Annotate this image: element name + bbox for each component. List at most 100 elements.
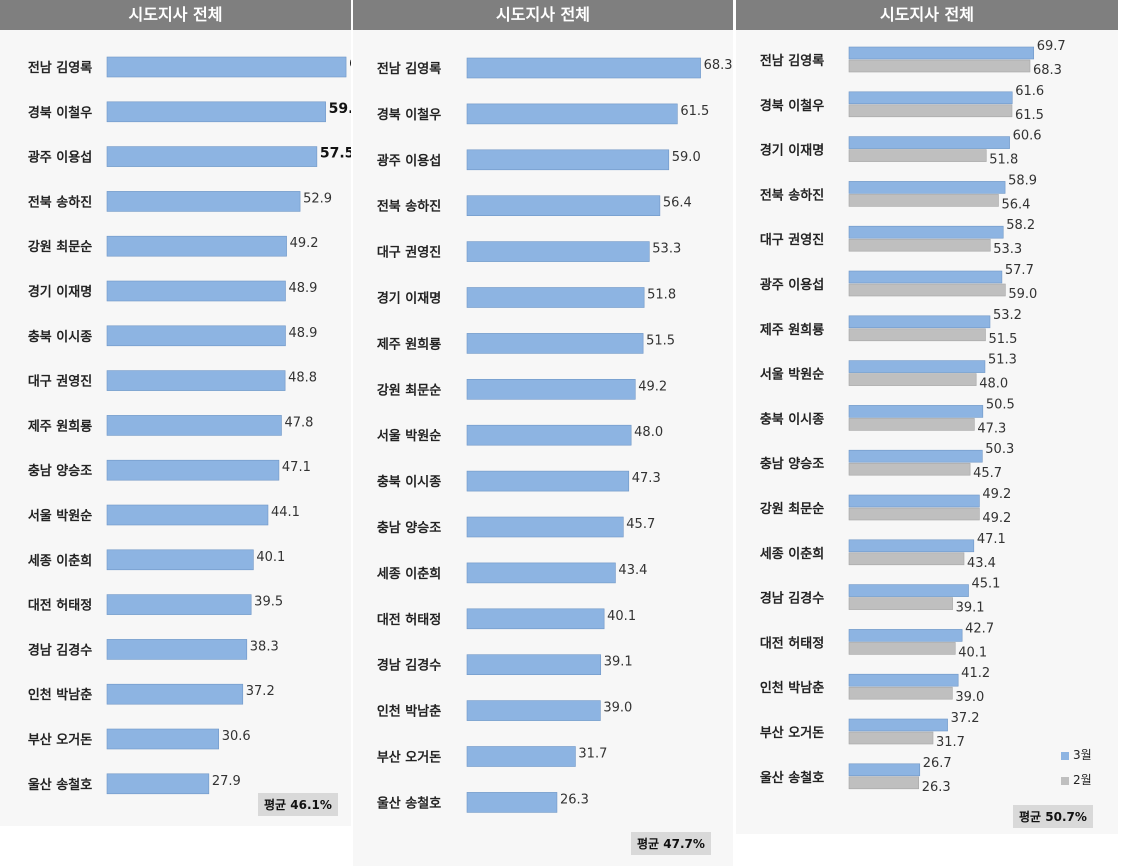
value-label: 61.5 xyxy=(1015,108,1044,123)
value-label: 48.9 xyxy=(288,326,317,341)
chart-panel-2: 시도지사 전체 전남 김영록 68.3 경북 이철우 61.5 광주 이용섭 59.0 전북… xyxy=(353,0,733,866)
value-label: 69.7 xyxy=(1037,39,1066,54)
value-label: 59.9 xyxy=(329,101,351,117)
value-label: 40.1 xyxy=(256,550,285,565)
value-label: 27.9 xyxy=(212,774,241,789)
bar xyxy=(106,639,248,660)
chart-panel-1: 시도지사 전체 전남 김영록 65.5 경북 이철우 59.9 광주 이용섭 57.5 전북… xyxy=(0,0,351,826)
value-label: 43.4 xyxy=(618,563,647,578)
category-label: 경기 이재명 xyxy=(28,284,92,300)
category-label: 전남 김영록 xyxy=(377,61,441,77)
value-label: 39.0 xyxy=(955,690,984,705)
bar-march xyxy=(848,494,980,508)
value-label: 39.0 xyxy=(603,701,632,716)
bar xyxy=(466,792,558,813)
value-label: 39.1 xyxy=(956,601,985,616)
category-label: 충남 양승조 xyxy=(28,463,92,479)
bar xyxy=(466,516,624,538)
category-label: 충남 양승조 xyxy=(377,520,441,536)
bar xyxy=(466,333,644,354)
bar xyxy=(466,746,576,767)
category-label: 경북 이철우 xyxy=(760,98,824,114)
value-label: 68.3 xyxy=(704,58,733,73)
category-label: 서울 박원순 xyxy=(760,367,824,383)
value-label: 45.7 xyxy=(973,466,1002,481)
bar-february xyxy=(848,149,987,162)
value-label: 48.9 xyxy=(288,281,317,296)
bar xyxy=(106,504,269,526)
legend-item-february: 2월 xyxy=(1061,771,1092,788)
bar-march xyxy=(848,315,991,329)
bar xyxy=(466,654,602,676)
bar xyxy=(466,378,636,400)
value-label: 50.5 xyxy=(986,397,1015,412)
bar-february xyxy=(848,597,953,610)
bar-march xyxy=(848,539,975,553)
category-label: 서울 박원순 xyxy=(28,508,92,524)
bar-february xyxy=(848,328,986,342)
bar-february xyxy=(848,418,975,431)
legend: 3월 2월 xyxy=(1061,746,1092,788)
bar-february xyxy=(848,238,991,252)
bar xyxy=(106,594,252,615)
bar-february xyxy=(848,642,956,655)
category-label: 광주 이용섭 xyxy=(377,153,441,169)
value-label: 56.4 xyxy=(663,196,692,211)
value-label: 43.4 xyxy=(967,556,996,571)
bar xyxy=(106,280,286,302)
value-label: 45.1 xyxy=(972,577,1001,592)
value-label: 41.2 xyxy=(961,666,990,681)
value-label: 61.6 xyxy=(1015,84,1044,99)
value-label: 49.2 xyxy=(982,511,1011,526)
bar-february xyxy=(848,194,999,207)
category-label: 전남 김영록 xyxy=(28,60,92,76)
value-label: 53.3 xyxy=(652,242,681,257)
bar-march xyxy=(848,91,1013,105)
average-label: 평균 46.1% xyxy=(258,793,338,816)
category-label: 전남 김영록 xyxy=(760,53,824,69)
value-label: 47.3 xyxy=(977,421,1006,436)
bar xyxy=(466,149,670,171)
value-label: 51.5 xyxy=(988,332,1017,347)
category-label: 경남 김경수 xyxy=(377,658,441,674)
bar xyxy=(106,101,326,123)
category-label: 제주 원희룡 xyxy=(28,419,92,434)
bar-february xyxy=(848,283,1006,297)
bar xyxy=(466,195,661,216)
value-label: 40.1 xyxy=(607,609,636,624)
bar xyxy=(466,103,678,125)
category-label: 강원 최문순 xyxy=(377,382,441,398)
bar-march xyxy=(848,136,1010,149)
category-label: 대구 권영진 xyxy=(377,245,441,261)
value-label: 26.7 xyxy=(923,756,952,771)
category-label: 세종 이춘희 xyxy=(760,546,824,562)
category-label: 충북 이시종 xyxy=(28,329,92,345)
value-label: 47.3 xyxy=(632,471,661,486)
legend-item-march: 3월 xyxy=(1061,746,1092,763)
category-label: 대구 권영진 xyxy=(28,374,92,390)
category-label: 경남 김경수 xyxy=(760,591,824,607)
value-label: 59.0 xyxy=(672,150,701,165)
value-label: 47.1 xyxy=(977,532,1006,547)
bar-february xyxy=(848,686,953,700)
bar-march xyxy=(848,629,963,642)
category-label: 대구 권영진 xyxy=(760,232,824,248)
bar xyxy=(466,424,632,446)
category-label: 강원 최문순 xyxy=(28,239,92,255)
bar-march xyxy=(848,673,959,687)
bar-march xyxy=(848,360,986,373)
value-label: 56.4 xyxy=(1001,197,1030,212)
bar-march xyxy=(848,46,1035,60)
value-label: 65.5 xyxy=(349,56,351,72)
value-label: 57.5 xyxy=(320,146,351,162)
bar-march xyxy=(848,225,1004,239)
chart-title: 시도지사 전체 xyxy=(736,0,1118,30)
chart-title: 시도지사 전체 xyxy=(0,0,351,30)
category-label: 인천 박남춘 xyxy=(28,687,92,703)
bar xyxy=(466,470,630,492)
category-label: 대전 허태정 xyxy=(760,635,824,651)
category-label: 대전 허태정 xyxy=(28,598,92,614)
chart-panel-3: 시도지사 전체 전남 김영록 69.7 68.3 경북 이철우 61.6 61.5 경기 이… xyxy=(736,0,1118,834)
legend-label: 3월 xyxy=(1073,748,1092,762)
category-label: 세종 이춘희 xyxy=(377,566,441,582)
